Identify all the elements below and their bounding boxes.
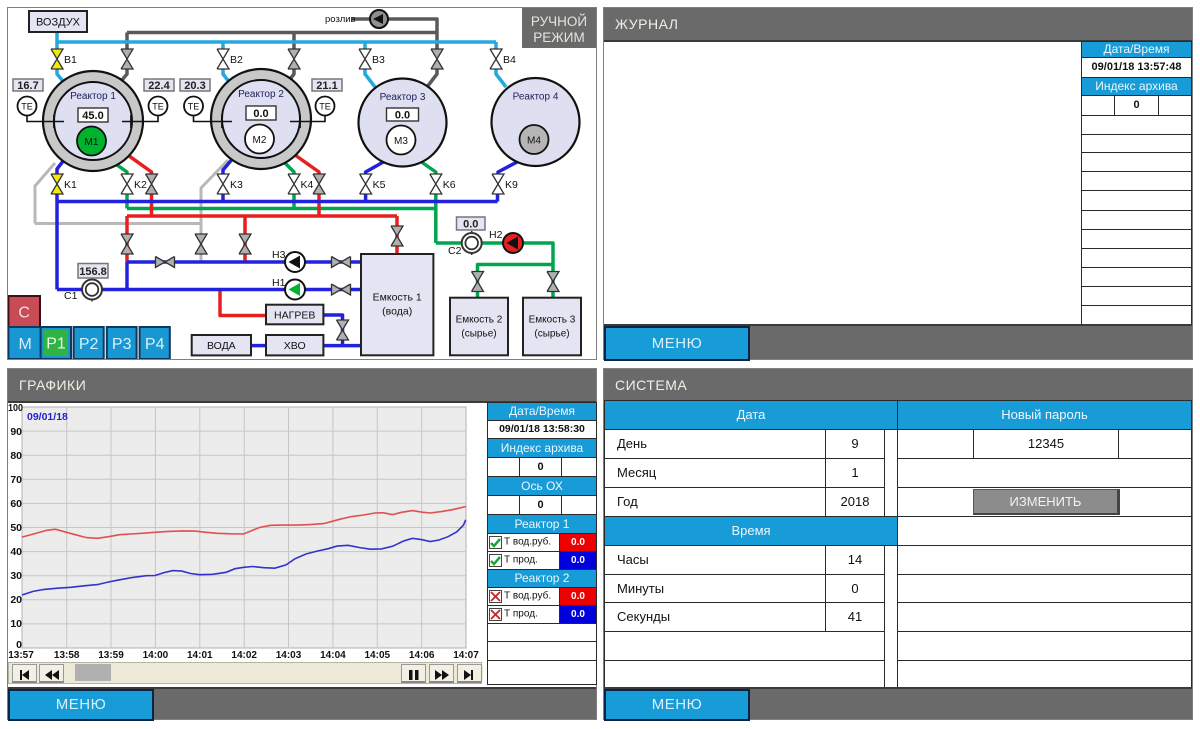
svg-text:13:57: 13:57: [8, 650, 34, 661]
svg-text:(сырье): (сырье): [461, 329, 496, 340]
svg-text:Р3: Р3: [112, 336, 132, 353]
svg-text:М2: М2: [253, 135, 267, 146]
svg-text:156.8: 156.8: [79, 266, 107, 278]
svg-text:М3: М3: [394, 136, 408, 147]
svg-text:(сырье): (сырье): [534, 329, 569, 340]
svg-text:14:01: 14:01: [187, 650, 213, 661]
svg-text:РЕЖИМ: РЕЖИМ: [533, 30, 584, 45]
svg-text:14:06: 14:06: [409, 650, 435, 661]
svg-text:K6: K6: [443, 179, 456, 191]
svg-text:20: 20: [10, 594, 22, 606]
svg-text:60: 60: [10, 498, 22, 510]
svg-text:Реактор 3: Реактор 3: [380, 92, 426, 103]
svg-text:13:58: 13:58: [54, 650, 80, 661]
svg-text:B4: B4: [503, 54, 516, 66]
svg-text:10: 10: [10, 618, 22, 630]
svg-text:розлив: розлив: [325, 14, 356, 25]
svg-text:40: 40: [10, 546, 22, 558]
svg-text:50: 50: [10, 522, 22, 534]
svg-text:K3: K3: [230, 179, 243, 191]
svg-text:ТЕ: ТЕ: [21, 102, 33, 112]
svg-text:B3: B3: [372, 54, 385, 66]
svg-text:С: С: [18, 305, 30, 322]
svg-text:0.0: 0.0: [253, 108, 268, 120]
svg-text:14:07: 14:07: [453, 650, 479, 661]
svg-text:30: 30: [10, 570, 22, 582]
svg-text:0: 0: [16, 639, 22, 651]
svg-text:ХВО: ХВО: [284, 340, 306, 352]
svg-text:Н1: Н1: [272, 277, 286, 289]
svg-text:14:00: 14:00: [143, 650, 169, 661]
svg-text:С2: С2: [448, 245, 462, 257]
svg-text:М: М: [19, 336, 32, 353]
svg-text:Емкость 1: Емкость 1: [373, 292, 422, 304]
svg-text:B1: B1: [64, 54, 77, 66]
svg-text:K5: K5: [373, 179, 386, 191]
svg-text:16.7: 16.7: [17, 80, 38, 92]
svg-text:Реактор 1: Реактор 1: [70, 91, 116, 102]
svg-text:K2: K2: [134, 179, 147, 191]
svg-text:100: 100: [8, 402, 23, 414]
svg-text:09/01/18: 09/01/18: [27, 411, 68, 423]
svg-text:14:04: 14:04: [320, 650, 346, 661]
svg-text:14:02: 14:02: [231, 650, 257, 661]
svg-text:K4: K4: [301, 179, 314, 191]
svg-text:K9: K9: [505, 179, 518, 191]
svg-text:14:05: 14:05: [365, 650, 391, 661]
svg-text:Н3: Н3: [272, 249, 286, 261]
svg-text:Р2: Р2: [79, 336, 99, 353]
svg-text:(вода): (вода): [382, 306, 412, 318]
svg-text:Емкость 2: Емкость 2: [456, 315, 503, 326]
svg-text:С1: С1: [64, 290, 78, 302]
svg-text:22.4: 22.4: [148, 80, 170, 92]
svg-text:90: 90: [10, 426, 22, 438]
svg-text:Р1: Р1: [46, 336, 66, 353]
svg-text:ТЕ: ТЕ: [319, 102, 331, 112]
svg-text:20.3: 20.3: [184, 80, 205, 92]
svg-text:М1: М1: [85, 137, 99, 148]
svg-text:Реактор 2: Реактор 2: [238, 89, 284, 100]
svg-text:B2: B2: [230, 54, 243, 66]
svg-text:K1: K1: [64, 179, 77, 191]
svg-text:ТЕ: ТЕ: [152, 102, 164, 112]
svg-text:НАГРЕВ: НАГРЕВ: [274, 310, 315, 322]
svg-text:ВОДА: ВОДА: [207, 340, 236, 352]
svg-text:Реактор 4: Реактор 4: [513, 92, 559, 103]
svg-text:М4: М4: [527, 136, 541, 147]
svg-text:14:03: 14:03: [276, 650, 302, 661]
svg-text:0.0: 0.0: [395, 110, 410, 122]
svg-text:Н2: Н2: [489, 229, 503, 241]
svg-text:Емкость 3: Емкость 3: [529, 315, 576, 326]
svg-text:ТЕ: ТЕ: [188, 102, 200, 112]
svg-text:ВОЗДУХ: ВОЗДУХ: [36, 17, 81, 29]
svg-text:РУЧНОЙ: РУЧНОЙ: [531, 14, 587, 29]
svg-text:45.0: 45.0: [82, 110, 103, 122]
svg-text:70: 70: [10, 474, 22, 486]
svg-text:Р4: Р4: [145, 336, 165, 353]
svg-text:13:59: 13:59: [98, 650, 124, 661]
svg-text:80: 80: [10, 450, 22, 462]
svg-text:0.0: 0.0: [463, 219, 478, 231]
svg-text:21.1: 21.1: [316, 80, 337, 92]
